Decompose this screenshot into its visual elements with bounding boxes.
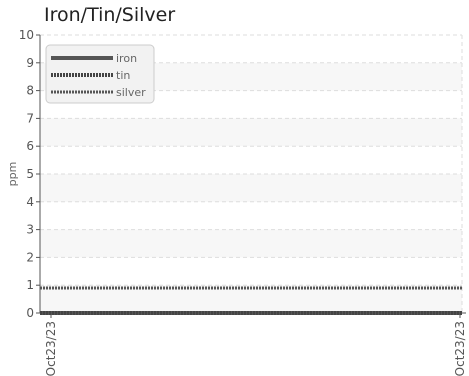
y-axis-label: ppm — [6, 162, 19, 187]
x-tick-label: Oct23/23 — [453, 321, 467, 376]
legend-label-iron: iron — [116, 52, 137, 65]
plot-band — [40, 285, 462, 313]
y-tick-label: 7 — [26, 111, 34, 125]
y-tick-label: 3 — [26, 223, 34, 237]
y-tick-label: 2 — [26, 250, 34, 264]
legend-label-tin: tin — [116, 69, 130, 82]
x-tick-label: Oct23/23 — [44, 321, 58, 376]
y-ticks: 0 1 2 3 4 5 6 7 8 9 10 — [19, 28, 40, 320]
series-lines — [40, 286, 462, 315]
y-tick-label: 5 — [26, 167, 34, 181]
plot-band — [40, 174, 462, 202]
y-tick-label: 1 — [26, 278, 34, 292]
chart-title: Iron/Tin/Silver — [44, 4, 176, 26]
plot-band — [40, 118, 462, 147]
y-tick-label: 0 — [26, 306, 34, 320]
legend-label-silver: silver — [116, 86, 146, 99]
y-tick-label: 9 — [26, 56, 34, 70]
plot-band — [40, 229, 462, 258]
y-tick-label: 8 — [26, 84, 34, 98]
y-tick-label: 6 — [26, 139, 34, 153]
legend: iron tin silver — [45, 44, 155, 104]
y-tick-label: 4 — [26, 195, 34, 209]
y-tick-label: 10 — [19, 28, 34, 42]
x-ticks: Oct23/23 Oct23/23 — [44, 313, 467, 376]
grid-lines — [40, 34, 463, 313]
